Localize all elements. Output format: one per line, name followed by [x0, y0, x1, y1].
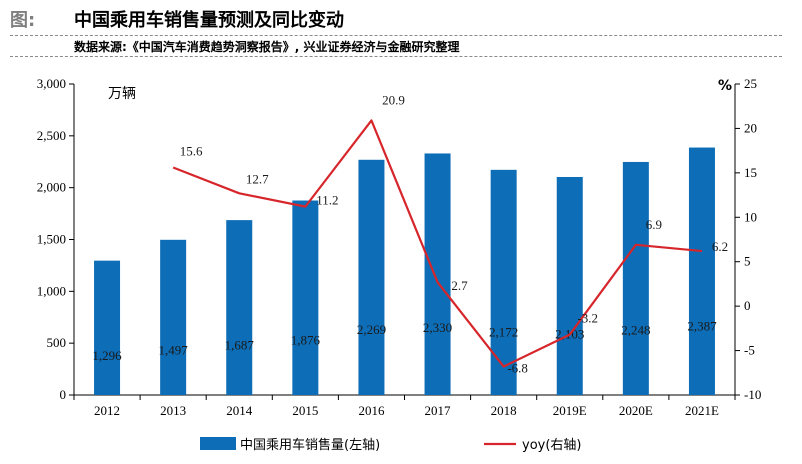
figure-header: 图: 中国乘用车销售量预测及同比变动 数据来源:《中国汽车消费趋势洞察报告》, …: [10, 4, 790, 57]
bar-data-label: 2,387: [687, 319, 717, 334]
bar-data-label: 2,172: [489, 324, 518, 339]
right-axis-unit-label: %: [718, 78, 732, 94]
x-axis-tick-label: 2017: [425, 403, 452, 418]
line-data-label: 11.2: [316, 193, 338, 208]
bar-data-label: 2,248: [621, 322, 650, 337]
right-axis-tick-label: 5: [744, 254, 751, 269]
left-axis-tick-label: 1,500: [37, 232, 66, 247]
right-axis-tick-label: 10: [744, 209, 757, 224]
right-axis-tick-label: 25: [744, 76, 757, 91]
x-axis-tick-label: 2016: [358, 403, 385, 418]
bar-sales-2015: [292, 200, 319, 395]
x-axis-tick-label: 2021E: [685, 403, 719, 418]
header-divider-top: [10, 35, 782, 36]
bar-data-label: 2,269: [357, 322, 386, 337]
line-data-label: 15.6: [180, 144, 203, 159]
yoy-line: [172, 119, 703, 368]
left-axis-tick-label: 500: [47, 335, 67, 350]
bar-data-label: 1,296: [92, 348, 122, 363]
x-axis-tick-label: 2015: [292, 403, 318, 418]
bar-sales-2018: [490, 169, 517, 395]
right-axis-tick-label: -5: [744, 343, 755, 358]
line-data-label: 12.7: [246, 171, 269, 186]
legend-label-bar: 中国乘用车销售量(左轴): [240, 437, 380, 453]
bar-data-label: 1,687: [225, 338, 255, 353]
line-data-label: -3.2: [577, 311, 598, 326]
left-axis-unit-label: 万辆: [108, 86, 136, 102]
bar-sales-2021E: [688, 147, 715, 395]
bar-sales-2012: [94, 260, 121, 395]
line-data-label: 6.2: [712, 239, 728, 254]
x-axis-tick-label: 2013: [160, 403, 186, 418]
left-axis-tick-label: 0: [60, 387, 67, 402]
right-axis-tick-label: 15: [744, 165, 757, 180]
bar-data-label: 1,497: [159, 343, 189, 358]
source-note: 数据来源:《中国汽车消费趋势洞察报告》, 兴业证券经济与金融研究整理: [74, 40, 460, 54]
right-axis-tick-label: -10: [744, 387, 761, 402]
bar-data-label: 1,876: [291, 332, 321, 347]
left-axis-tick-label: 2,000: [37, 180, 66, 195]
line-data-label: -6.8: [507, 361, 528, 376]
line-data-label: 2.7: [451, 278, 468, 293]
left-axis-tick-label: 3,000: [37, 76, 66, 91]
right-axis-tick-label: 0: [744, 298, 751, 313]
x-axis-tick-label: 2014: [226, 403, 253, 418]
x-axis-tick-label: 2019E: [553, 403, 587, 418]
bar-sales-2019E: [556, 176, 583, 395]
x-axis-tick-label: 2012: [94, 403, 120, 418]
bar-sales-2013: [160, 239, 187, 395]
line-data-label: 6.9: [646, 217, 662, 232]
left-axis-tick-label: 2,500: [37, 128, 66, 143]
header-divider-bottom: [10, 56, 782, 57]
x-axis-tick-label: 2018: [491, 403, 517, 418]
bar-sales-2016: [358, 159, 385, 395]
line-data-label: 20.9: [382, 92, 405, 107]
legend-label-line: yoy(右轴): [522, 438, 581, 453]
figure-label: 图:: [10, 10, 36, 31]
legend-swatch-bar: [200, 437, 236, 450]
bar-sales-2014: [226, 220, 253, 395]
left-axis-tick-label: 1,000: [37, 283, 66, 298]
x-axis-tick-label: 2020E: [619, 403, 653, 418]
right-axis-tick-label: 20: [744, 120, 757, 135]
bar-data-label: 2,330: [423, 320, 452, 335]
bar-sales-2017: [424, 153, 451, 395]
bar-sales-2020E: [622, 161, 649, 395]
chart-title: 中国乘用车销售量预测及同比变动: [74, 10, 344, 31]
